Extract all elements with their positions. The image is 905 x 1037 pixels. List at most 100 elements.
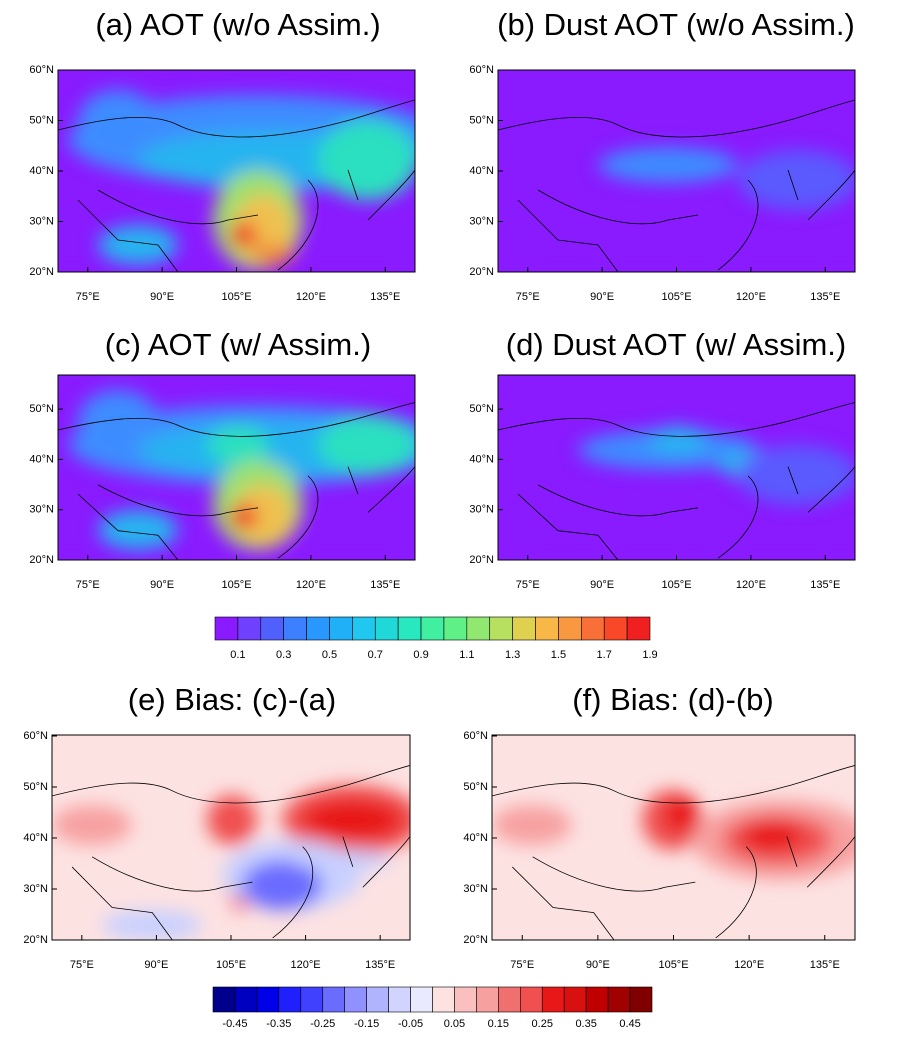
field-blob bbox=[52, 805, 132, 845]
map bbox=[52, 735, 410, 940]
field-blob bbox=[318, 415, 415, 475]
panel-title: (d) Dust AOT (w/ Assim.) bbox=[506, 327, 846, 362]
colorbar-cell bbox=[374, 616, 399, 641]
coastline bbox=[492, 765, 855, 940]
colorbar-cell bbox=[512, 616, 536, 641]
colorbar-cell bbox=[603, 616, 628, 641]
colorbar-cell bbox=[607, 986, 631, 1013]
panel-title: (b) Dust AOT (w/o Assim.) bbox=[497, 7, 855, 42]
y-tick-label: 40°N bbox=[29, 453, 54, 465]
y-tick-label: 20°N bbox=[29, 554, 54, 566]
x-tick-label: 120°E bbox=[736, 579, 766, 591]
colorbar-cell bbox=[234, 986, 258, 1013]
colorbar-label: 1.5 bbox=[551, 649, 566, 661]
colorbar-cell bbox=[388, 986, 411, 1013]
y-tick-label: 40°N bbox=[469, 453, 494, 465]
field-blob bbox=[78, 90, 158, 150]
y-tick-label: 50°N bbox=[23, 781, 48, 793]
colorbar-cell bbox=[410, 986, 433, 1013]
field-blob bbox=[253, 245, 293, 265]
colorbar-cell bbox=[397, 616, 422, 641]
colorbar-cell bbox=[563, 986, 587, 1013]
colorbar-cell bbox=[626, 616, 651, 641]
colorbar-cell bbox=[366, 986, 389, 1013]
colorbar-label: -0.45 bbox=[222, 1018, 247, 1030]
x-tick-label: 90°E bbox=[586, 959, 610, 971]
field-blob bbox=[233, 485, 293, 545]
x-tick-label: 90°E bbox=[590, 291, 614, 303]
field bbox=[598, 147, 855, 210]
map bbox=[492, 735, 855, 940]
colorbar-cell bbox=[443, 616, 468, 641]
y-tick-label: 50°N bbox=[469, 114, 494, 126]
y-tick-label: 60°N bbox=[469, 64, 494, 76]
colorbar-label: 1.1 bbox=[459, 649, 474, 661]
x-tick-label: 105°E bbox=[661, 579, 691, 591]
x-tick-label: 120°E bbox=[296, 579, 326, 591]
field-blob bbox=[318, 120, 415, 200]
y-tick-label: 60°N bbox=[463, 730, 488, 742]
colorbar-label: 0.15 bbox=[488, 1018, 509, 1030]
colorbar-label: 1.7 bbox=[597, 649, 612, 661]
x-tick-label: 105°E bbox=[661, 291, 691, 303]
x-tick-label: 90°E bbox=[150, 291, 174, 303]
x-tick-label: 135°E bbox=[365, 959, 395, 971]
y-tick-label: 30°N bbox=[469, 504, 494, 516]
colorbar-label: -0.35 bbox=[266, 1018, 291, 1030]
y-tick-label: 50°N bbox=[29, 403, 54, 415]
y-tick-label: 20°N bbox=[23, 934, 48, 946]
x-tick-label: 135°E bbox=[810, 959, 840, 971]
colorbar-cell bbox=[629, 986, 653, 1013]
x-tick-label: 75°E bbox=[516, 579, 540, 591]
field-blob bbox=[742, 820, 802, 850]
map bbox=[58, 375, 415, 560]
field bbox=[68, 90, 415, 270]
colorbar-cell bbox=[306, 616, 330, 641]
colorbar-label: 0.1 bbox=[230, 649, 245, 661]
x-tick-label: 135°E bbox=[810, 291, 840, 303]
panel-title: (a) AOT (w/o Assim.) bbox=[95, 7, 380, 42]
x-tick-label: 135°E bbox=[370, 579, 400, 591]
y-tick-label: 20°N bbox=[29, 266, 54, 278]
coastline bbox=[52, 765, 410, 940]
colorbar-cell bbox=[519, 986, 543, 1013]
x-tick-label: 90°E bbox=[590, 579, 614, 591]
panel-title: (f) Bias: (d)-(b) bbox=[572, 682, 774, 717]
y-tick-label: 60°N bbox=[29, 64, 54, 76]
colorbar-label: 0.35 bbox=[575, 1018, 596, 1030]
x-tick-label: 75°E bbox=[510, 959, 534, 971]
colorbar-label: 0.45 bbox=[619, 1018, 640, 1030]
x-tick-label: 75°E bbox=[70, 959, 94, 971]
x-tick-label: 105°E bbox=[221, 291, 251, 303]
colorbar-cell bbox=[278, 986, 302, 1013]
colorbar-label: 1.9 bbox=[642, 649, 657, 661]
colorbar-cell bbox=[322, 986, 346, 1013]
panel-title: (e) Bias: (c)-(a) bbox=[128, 682, 336, 717]
field-blob bbox=[207, 795, 257, 845]
y-tick-label: 50°N bbox=[469, 403, 494, 415]
field-blob bbox=[98, 225, 178, 265]
colorbar-cell bbox=[466, 616, 491, 641]
colorbar-cell bbox=[237, 616, 262, 641]
colorbar-label: 0.5 bbox=[322, 649, 337, 661]
map bbox=[498, 70, 855, 272]
y-tick-label: 30°N bbox=[29, 215, 54, 227]
x-tick-label: 120°E bbox=[291, 959, 321, 971]
colorbar-label: -0.15 bbox=[354, 1018, 379, 1030]
colorbar-cell bbox=[454, 986, 477, 1013]
colorbar-cell bbox=[329, 616, 353, 641]
x-tick-label: 90°E bbox=[150, 579, 174, 591]
x-tick-label: 105°E bbox=[221, 579, 251, 591]
field-blob bbox=[648, 426, 708, 454]
y-tick-label: 30°N bbox=[463, 883, 488, 895]
colorbar-cell bbox=[535, 616, 559, 641]
y-tick-label: 50°N bbox=[29, 114, 54, 126]
field-blob bbox=[242, 860, 322, 910]
colorbar-cell bbox=[256, 986, 280, 1013]
map bbox=[58, 70, 415, 272]
colorbar-label: 1.3 bbox=[505, 649, 520, 661]
colorbar-label: -0.05 bbox=[398, 1018, 423, 1030]
field-blob bbox=[664, 797, 700, 833]
y-tick-label: 30°N bbox=[29, 504, 54, 516]
